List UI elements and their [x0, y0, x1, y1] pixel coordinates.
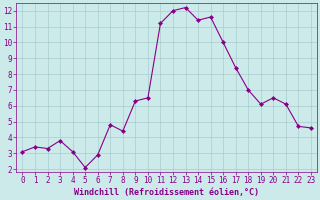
- X-axis label: Windchill (Refroidissement éolien,°C): Windchill (Refroidissement éolien,°C): [74, 188, 259, 197]
